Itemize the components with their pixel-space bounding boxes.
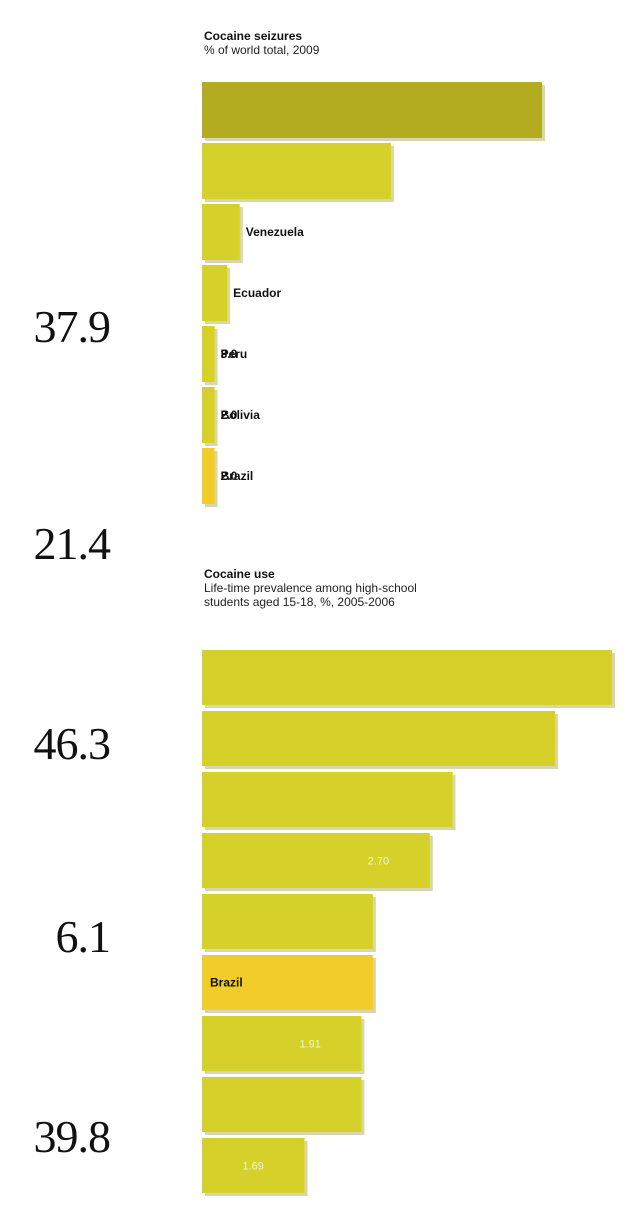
bar xyxy=(202,1016,362,1071)
cocaine-seizures-chart: Cocaine seizures% of world total, 2009 Ve… xyxy=(202,29,545,507)
chart-title: Cocaine use xyxy=(204,567,275,581)
chart-subtitle: students aged 15-18, %, 2005-2006 xyxy=(204,595,395,609)
chart-subtitle: Life-time prevalence among high-school xyxy=(204,581,417,595)
big-number-3: 46.3 xyxy=(33,718,112,769)
bar xyxy=(202,772,453,827)
big-number-1: 37.9 xyxy=(33,301,112,352)
category-label: Brazil xyxy=(210,976,243,990)
bar xyxy=(202,265,228,321)
bar xyxy=(202,650,612,705)
chart-subtitle: % of world total, 2009 xyxy=(204,43,320,57)
big-number-4: 6.1 xyxy=(55,911,112,962)
bar xyxy=(202,833,430,888)
bar xyxy=(202,711,556,766)
bar xyxy=(202,387,215,443)
bar xyxy=(202,1077,362,1132)
value-label: 2.0 xyxy=(221,408,238,422)
bar xyxy=(202,955,373,1010)
value-label: 1.91 xyxy=(299,1039,320,1051)
value-label: 1.69 xyxy=(243,1161,264,1173)
bar xyxy=(202,204,240,260)
bar xyxy=(202,326,215,382)
big-number-5: 39.8 xyxy=(33,1111,112,1162)
category-label: Peru xyxy=(221,347,248,361)
category-label: Bolivia xyxy=(221,408,261,422)
category-label: Brazil xyxy=(221,469,254,483)
bar xyxy=(202,894,373,949)
category-label: Ecuador xyxy=(233,286,281,300)
category-label: Venezuela xyxy=(246,225,304,239)
value-label: 3.0 xyxy=(221,347,238,361)
value-label: 2.0 xyxy=(221,469,238,483)
big-number-2: 21.4 xyxy=(33,518,112,569)
chart-title: Cocaine seizures xyxy=(204,29,302,43)
value-label: 2.70 xyxy=(368,856,389,868)
bar xyxy=(202,143,391,199)
bar xyxy=(202,82,542,138)
bar xyxy=(202,448,215,504)
bar xyxy=(202,1138,305,1193)
